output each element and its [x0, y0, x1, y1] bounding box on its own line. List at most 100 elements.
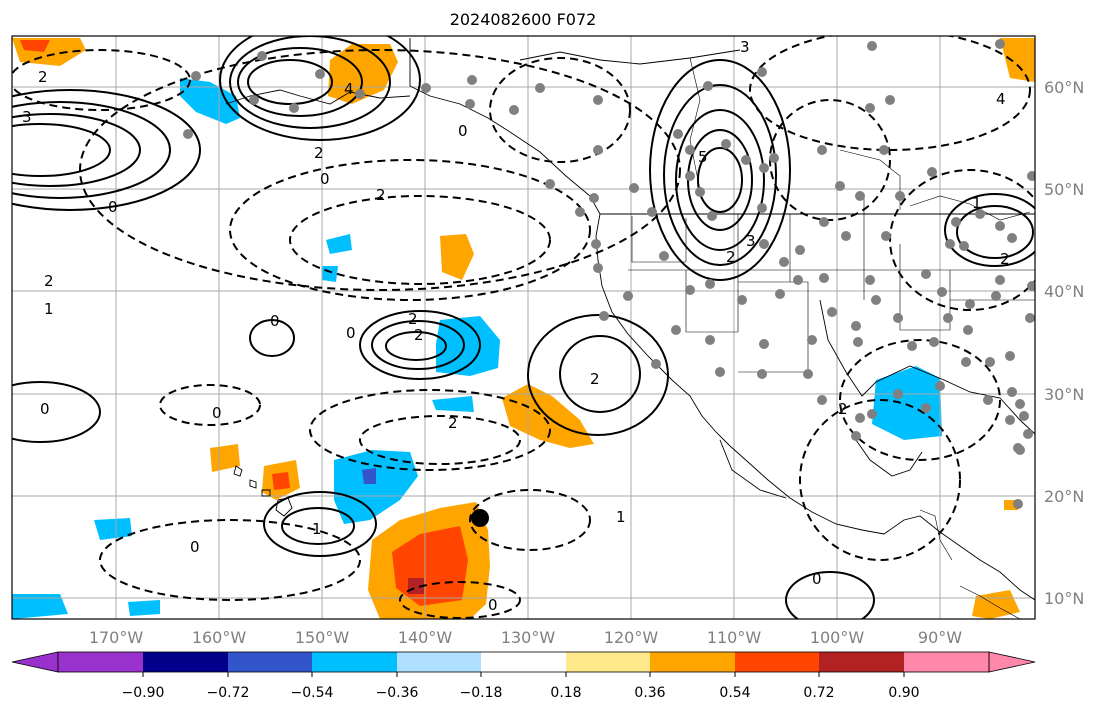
- colorbar-tick-label: −0.18: [460, 685, 503, 701]
- contour-label: 2: [1000, 250, 1010, 268]
- lon-label: 130°W: [501, 628, 556, 647]
- contour-label: 0: [812, 570, 822, 588]
- lat-label: 40°N: [1044, 282, 1084, 301]
- lon-label: 140°W: [398, 628, 453, 647]
- contour-label: 2: [726, 248, 736, 266]
- colorbar-tick-label: −0.54: [291, 685, 334, 701]
- map-title: 2024082600 F072: [450, 10, 597, 29]
- contour-label: 2: [408, 310, 418, 328]
- colorbar-segment: [650, 652, 735, 672]
- contour-label: 3: [740, 38, 750, 56]
- colorbar-tick-label: 0.72: [803, 685, 834, 701]
- colorbar-tick-label: 0.36: [634, 685, 665, 701]
- contour-label: 4: [996, 90, 1006, 108]
- contour-label: 1: [616, 508, 626, 526]
- latitude-labels: 60°N 50°N 40°N 30°N 20°N 10°N: [1044, 78, 1084, 608]
- colorbar-segment: [904, 652, 989, 672]
- shade-blue-gulf-mexico: [872, 366, 942, 440]
- colorbar: −0.90 −0.72 −0.54 −0.36 −0.18 0.18 0.36 …: [11, 651, 1036, 701]
- longitude-labels: 170°W 160°W 150°W 140°W 130°W 120°W 110°…: [89, 628, 962, 647]
- shade-orange-hawaii1: [210, 444, 240, 472]
- colorbar-tick-label: 0.18: [550, 685, 581, 701]
- colorbar-ticks: [142, 672, 905, 677]
- colorbar-segment: [58, 652, 143, 672]
- lat-label: 30°N: [1044, 385, 1084, 404]
- map-area: [12, 36, 1035, 619]
- contour-label: 4: [344, 80, 354, 98]
- colorbar-segment: [735, 652, 819, 672]
- dashed-contours: [12, 36, 1035, 619]
- colorbar-outline: [57, 651, 990, 673]
- contour-label: 5: [698, 148, 708, 166]
- contour-label: 0: [346, 324, 356, 342]
- contour-label: 1: [312, 520, 322, 538]
- station-dots: [183, 39, 1035, 509]
- shade-blue-gulf: [180, 78, 240, 124]
- colorbar-segment: [228, 652, 312, 672]
- contour-label: 2: [838, 400, 848, 418]
- colorbar-segment: [397, 652, 481, 672]
- lon-label: 120°W: [604, 628, 659, 647]
- lon-label: 100°W: [810, 628, 865, 647]
- shade-blue-sw2: [12, 594, 68, 619]
- lon-label: 170°W: [89, 628, 144, 647]
- contour-label: 2: [590, 370, 600, 388]
- shade-blue-small1: [326, 234, 352, 254]
- shade-blue-small2: [322, 266, 338, 282]
- contour-label: 0: [488, 596, 498, 614]
- colorbar-segment: [819, 652, 904, 672]
- colorbar-segment: [143, 652, 228, 672]
- contour-label: 2: [414, 326, 424, 344]
- shade-blue-hawaii: [334, 450, 418, 524]
- contour-label: 0: [108, 198, 118, 216]
- solid-contours: [12, 36, 1035, 619]
- shade-blue-small3: [432, 396, 474, 412]
- contour-label: 2: [448, 414, 458, 432]
- contour-label: 0: [458, 122, 468, 140]
- shade-mid-blue-hawaii: [362, 468, 376, 484]
- colorbar-tick-label: −0.72: [207, 685, 250, 701]
- colorbar-min-extend: [11, 651, 59, 673]
- shade-red-nw: [20, 40, 50, 52]
- map-border: [11, 35, 1036, 620]
- lon-label: 150°W: [295, 628, 350, 647]
- contour-label: 1: [44, 300, 54, 318]
- colorbar-tick-label: −0.36: [376, 685, 419, 701]
- contour-labels: 2 3 3 4 2 0 2 5 3 2 0 2 0 2 2 1 0 2 0 2 …: [22, 38, 1010, 614]
- colorbar-segment: [481, 652, 566, 672]
- contour-label: 2: [314, 144, 324, 162]
- contour-label: 3: [746, 232, 756, 250]
- contour-label: 0: [320, 170, 330, 188]
- colorbar-segment: [566, 652, 650, 672]
- colorbar-tick-label: 0.90: [888, 685, 919, 701]
- contour-label: 2: [38, 68, 48, 86]
- lat-label: 60°N: [1044, 78, 1084, 97]
- colorbar-tick-label: 0.54: [719, 685, 750, 701]
- lon-label: 110°W: [707, 628, 762, 647]
- shade-orange-pac1: [440, 234, 474, 280]
- contour-label: 0: [270, 312, 280, 330]
- anomaly-shading: [12, 38, 1035, 619]
- contour-label: 2: [376, 186, 386, 204]
- lon-label: 160°W: [192, 628, 247, 647]
- contour-label: 2: [44, 272, 54, 290]
- lat-label: 20°N: [1044, 487, 1084, 506]
- lat-label: 10°N: [1044, 589, 1084, 608]
- contour-label: 3: [22, 108, 32, 126]
- shade-red-hawaii2: [272, 472, 290, 490]
- contour-label: 1: [972, 194, 982, 212]
- storm-center-marker: [471, 509, 489, 527]
- shade-blue-sw: [94, 518, 132, 540]
- contour-label: 0: [190, 538, 200, 556]
- colorbar-max-extend: [988, 651, 1036, 673]
- shade-blue-sw3: [128, 600, 160, 616]
- colorbar-segment: [312, 652, 397, 672]
- colorbar-tick-label: −0.90: [122, 685, 165, 701]
- contour-label: 0: [40, 400, 50, 418]
- shade-orange-se: [972, 590, 1020, 619]
- contour-label: 0: [212, 404, 222, 422]
- lat-label: 50°N: [1044, 180, 1084, 199]
- graticule: [12, 36, 1035, 619]
- shade-orange-ne: [1000, 38, 1035, 82]
